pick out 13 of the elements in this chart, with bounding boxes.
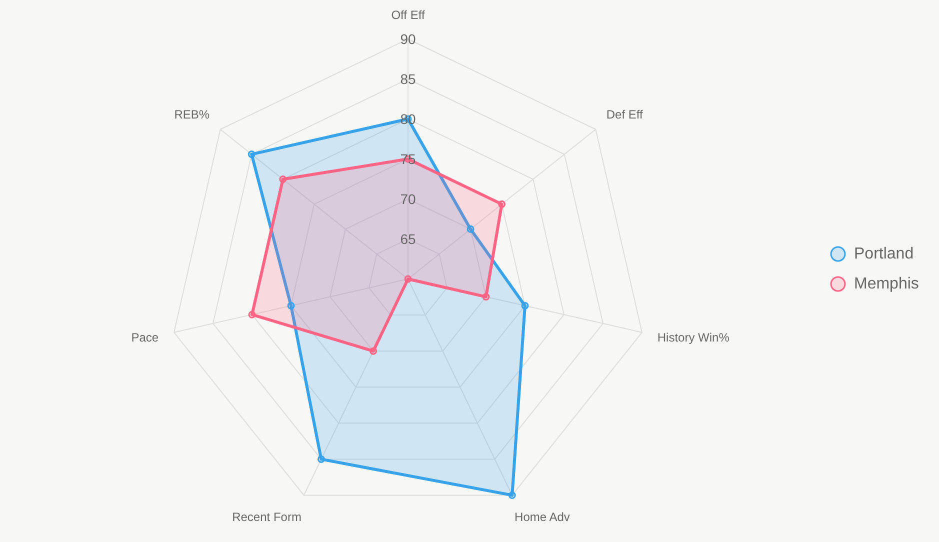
y-tick-label: 70 [400, 191, 416, 207]
spoke-label: History Win% [657, 330, 730, 345]
spoke-label: Recent Form [232, 510, 302, 524]
legend-label: Memphis [854, 276, 919, 292]
y-tick-label: 85 [400, 71, 416, 87]
legend-label: Portland [854, 246, 914, 262]
spoke-label: Pace [131, 330, 159, 345]
spoke-label: REB% [174, 107, 210, 122]
y-tick-label: 65 [400, 231, 416, 247]
y-tick-label: 90 [400, 31, 416, 47]
spoke-label: Home Adv [514, 510, 570, 524]
spoke-label: Off Eff [391, 8, 426, 22]
spoke-label: Def Eff [606, 107, 644, 122]
